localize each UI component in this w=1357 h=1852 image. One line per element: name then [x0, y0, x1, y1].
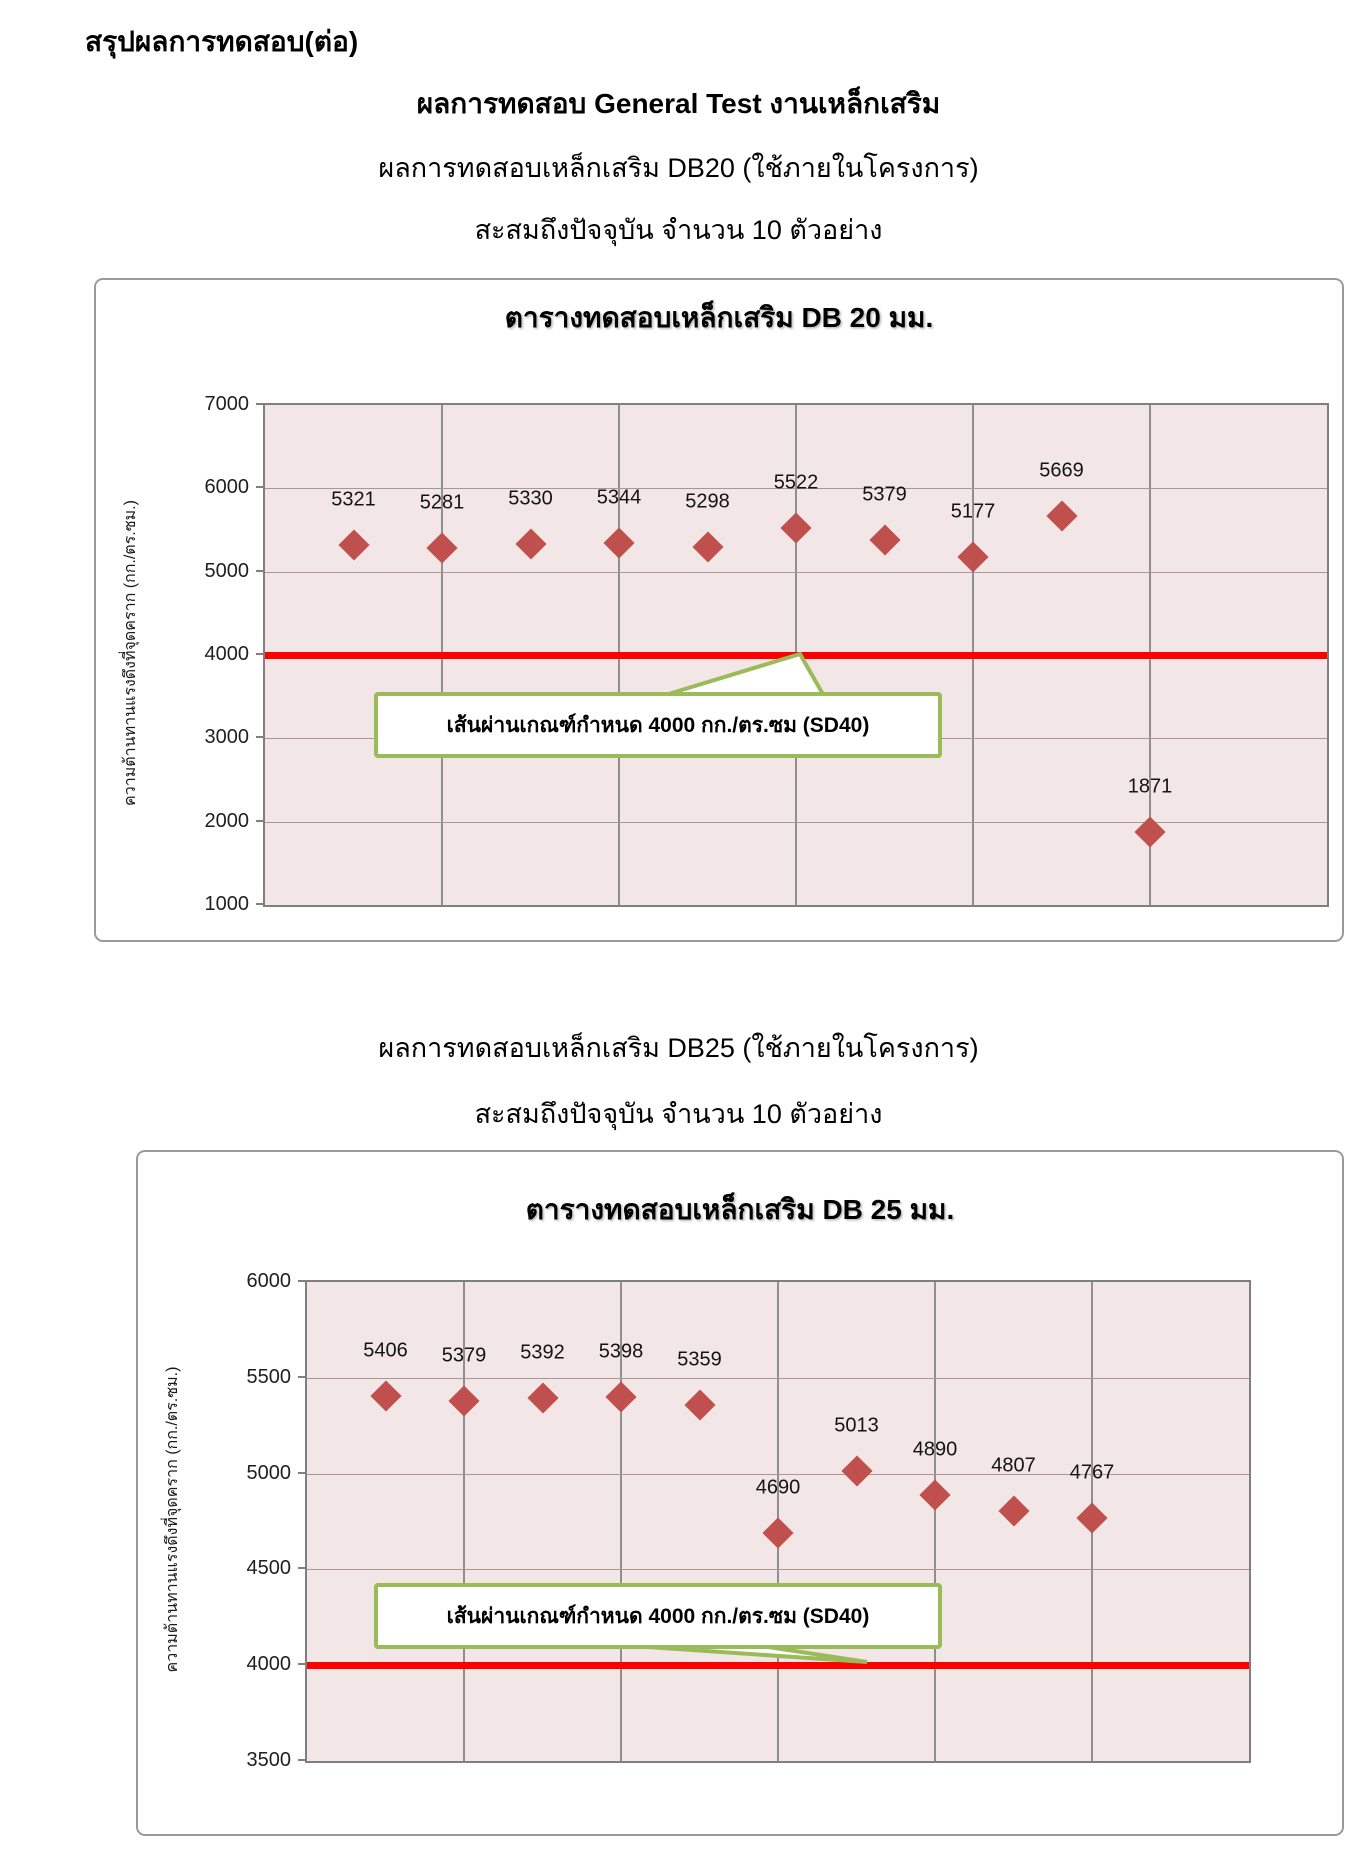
y-tick-mark	[256, 903, 264, 905]
chart-db25: ตารางทดสอบเหล็กเสริม DB 25 มม. ความต้านท…	[136, 1150, 1344, 1836]
y-tick-mark	[298, 1663, 306, 1666]
y-tick-label: 1000	[204, 893, 250, 915]
data-point	[840, 1455, 873, 1487]
horizontal-gridline	[265, 821, 1327, 823]
data-point	[868, 524, 901, 556]
data-point	[448, 1385, 480, 1417]
chart-db25-y-axis-title: ความต้านทานแรงดึงที่จุดคราก (กก./ตร.ซม.)	[164, 1366, 181, 1673]
data-point-label: 5344	[596, 486, 642, 509]
y-tick-mark	[256, 819, 264, 822]
data-point	[526, 1382, 559, 1415]
y-tick-label: 7000	[204, 393, 250, 415]
data-point	[514, 528, 547, 560]
data-point	[780, 512, 812, 544]
y-tick-mark	[256, 403, 264, 405]
section1-subtitle: ผลการทดสอบเหล็กเสริม DB20 (ใช้ภายในโครงก…	[378, 153, 979, 183]
y-tick-mark	[256, 569, 264, 572]
horizontal-gridline	[265, 488, 1327, 490]
data-point-label: 5013	[834, 1414, 879, 1437]
y-tick-mark	[298, 1567, 306, 1570]
data-point	[426, 532, 458, 564]
y-tick-label: 6000	[204, 476, 250, 499]
section1-sample-count: สะสมถึงปัจจุบัน จำนวน 10 ตัวอย่าง	[474, 215, 883, 245]
horizontal-gridline	[265, 571, 1327, 573]
data-point-label: 4690	[755, 1476, 801, 1499]
y-tick-label: 2000	[204, 809, 250, 832]
y-tick-label: 5500	[246, 1365, 292, 1388]
chart-db20: ตารางทดสอบเหล็กเสริม DB 20 มม. ความต้านท…	[94, 278, 1344, 942]
y-tick-label: 3500	[246, 1749, 292, 1771]
chart-db20-title: ตารางทดสอบเหล็กเสริม DB 20 มม.	[504, 302, 934, 333]
data-point-label: 5177	[950, 500, 996, 523]
data-point	[919, 1479, 951, 1511]
data-point-label: 5321	[331, 488, 376, 511]
data-point-label: 5281	[419, 491, 465, 514]
data-point-label: 5379	[862, 483, 907, 506]
horizontal-gridline	[307, 1377, 1249, 1379]
data-point	[1045, 500, 1078, 532]
data-point	[691, 531, 724, 563]
y-tick-mark	[298, 1375, 306, 1378]
section2-sample-count: สะสมถึงปัจจุบัน จำนวน 10 ตัวอย่าง	[474, 1099, 883, 1129]
y-tick-mark	[298, 1471, 306, 1474]
y-tick-label: 4000	[204, 643, 250, 665]
chart-db25-title: ตารางทดสอบเหล็กเสริม DB 25 มม.	[525, 1194, 955, 1225]
callout-arrow	[661, 651, 828, 698]
data-point	[683, 1389, 716, 1421]
reference-line-4000	[307, 1662, 1249, 1670]
data-point-label: 5392	[520, 1341, 565, 1364]
vertical-gridline	[934, 1282, 936, 1761]
data-point-label: 5406	[363, 1339, 408, 1362]
y-tick-mark	[298, 1280, 306, 1282]
section2-subtitle: ผลการทดสอบเหล็กเสริม DB25 (ใช้ภายในโครงก…	[378, 1033, 979, 1063]
vertical-gridline	[463, 1282, 465, 1761]
data-point	[762, 1517, 794, 1549]
y-tick-mark	[256, 653, 264, 655]
chart-db25-plot-area: 5406 5379 5392 5398 5359 4690 5013 4890 4807 4767	[305, 1280, 1251, 1763]
data-point	[605, 1381, 637, 1413]
data-point	[337, 529, 370, 561]
data-point	[957, 541, 989, 573]
ref-line-callout-text: เส้นผ่านเกณฑ์กำหนด 4000 กก./ตร.ซม (SD40)	[446, 713, 870, 737]
horizontal-gridline	[307, 1473, 1249, 1475]
y-tick-mark	[256, 736, 264, 739]
data-point-label: 5522	[773, 471, 819, 494]
data-point-label: 4890	[912, 1438, 958, 1461]
y-tick-label: 4000	[246, 1653, 292, 1676]
ref-line-callout: เส้นผ่านเกณฑ์กำหนด 4000 กก./ตร.ซม (SD40)	[374, 1583, 942, 1649]
data-point-label: 5379	[441, 1344, 487, 1367]
horizontal-gridline	[307, 1569, 1249, 1571]
y-tick-mark	[298, 1759, 306, 1761]
data-point	[603, 527, 635, 559]
ref-line-callout-text: เส้นผ่านเกณฑ์กำหนด 4000 กก./ตร.ซม (SD40)	[446, 1604, 870, 1628]
y-tick-label: 5000	[246, 1461, 292, 1484]
ref-line-callout: เส้นผ่านเกณฑ์กำหนด 4000 กก./ตร.ซม (SD40)	[374, 692, 942, 758]
y-tick-label: 6000	[246, 1270, 292, 1292]
report-title: ผลการทดสอบ General Test งานเหล็กเสริม	[416, 88, 941, 119]
data-point-label: 1871	[1127, 775, 1173, 798]
y-tick-label: 5000	[204, 559, 250, 582]
data-point-label: 5359	[677, 1348, 722, 1371]
y-tick-label: 3000	[204, 726, 250, 749]
data-point-label: 4767	[1069, 1461, 1115, 1484]
data-point-label: 5398	[598, 1340, 644, 1363]
data-point-label: 4807	[991, 1454, 1036, 1477]
y-tick-label: 4500	[246, 1557, 292, 1580]
chart-db20-y-axis-title: ความต้านทานแรงดึงที่จุดคราก (กก./ตร.ซม.)	[122, 500, 139, 806]
data-point-label: 5669	[1039, 459, 1084, 482]
data-point	[997, 1495, 1030, 1527]
data-point	[1076, 1502, 1108, 1534]
data-point-label: 5330	[508, 487, 553, 510]
page-heading: สรุปผลการทดสอบ(ต่อ)	[85, 26, 359, 57]
data-point-label: 5298	[685, 490, 730, 513]
data-point	[369, 1380, 402, 1412]
vertical-gridline	[620, 1282, 622, 1761]
y-tick-mark	[256, 486, 264, 489]
